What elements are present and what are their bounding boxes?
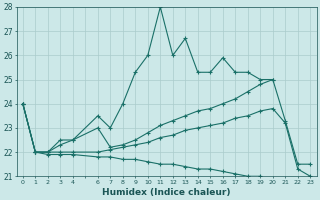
X-axis label: Humidex (Indice chaleur): Humidex (Indice chaleur) [102,188,231,197]
